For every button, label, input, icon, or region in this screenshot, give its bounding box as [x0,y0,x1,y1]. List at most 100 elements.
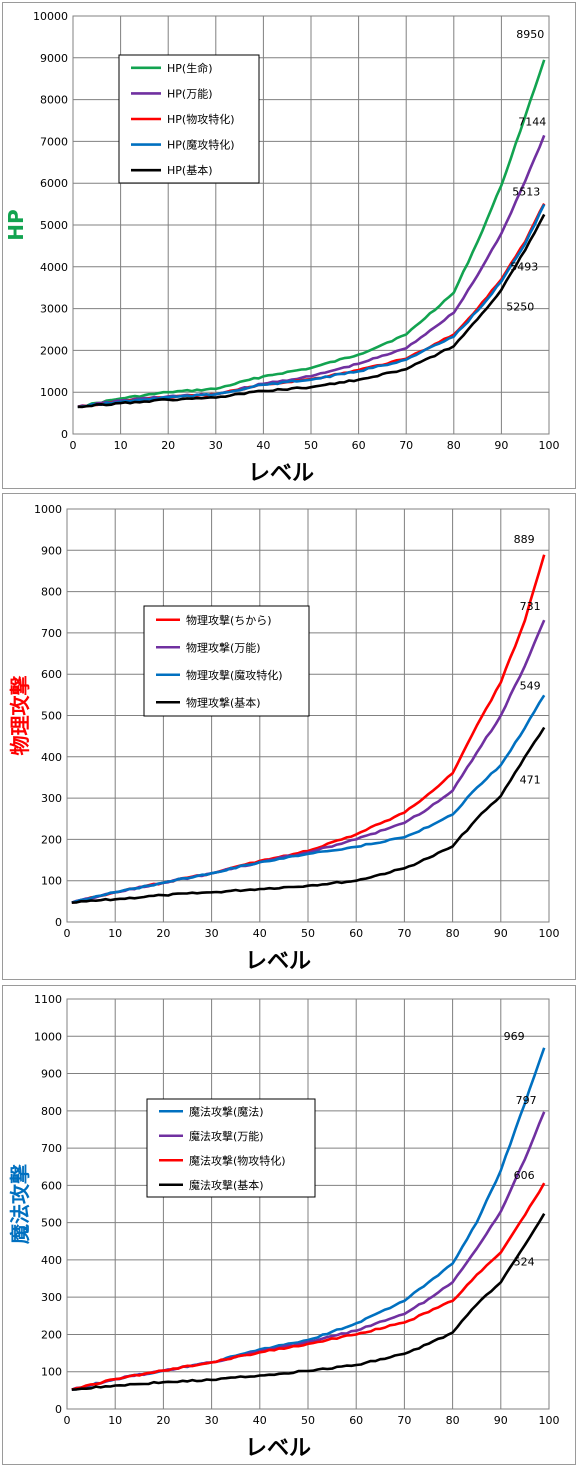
physical-attack-chart-panel: 0 10 20 30 40 50 60 70 80 90 100 0 100 200 300 400 500 60… [2,493,576,980]
x-tick-label: 90 [494,927,508,940]
legend-label: HP(基本) [167,163,213,177]
x-tick-label: 20 [161,439,175,452]
x-tick-label: 70 [397,1414,411,1427]
series-end-label: 969 [504,1030,525,1043]
plot-area [72,15,550,435]
y-tick-label: 800 [41,586,62,599]
series-end-label: 606 [514,1169,535,1182]
y-tick-label: 0 [55,916,62,929]
series-end-label: 731 [520,600,541,613]
series-line [71,694,546,904]
y-tick-label: 5000 [40,219,68,232]
y-tick-label: 0 [55,1403,62,1416]
x-tick-label: 50 [301,1414,315,1427]
y-tick-label: 4000 [40,261,68,274]
series-line [77,59,546,409]
y-tick-label: 3000 [40,303,68,316]
y-tick-label: 900 [41,1068,62,1081]
legend-label: HP(万能) [167,86,213,100]
y-axis-label: HP [4,209,28,240]
y-tick-label: 700 [41,627,62,640]
y-axis-label: 魔法攻撃 [8,1164,32,1244]
x-tick-label: 100 [539,927,560,940]
y-tick-label: 600 [41,1179,62,1192]
x-tick-label: 0 [70,439,77,452]
y-axis-label: 物理攻撃 [8,676,32,756]
y-tick-label: 500 [41,1217,62,1230]
x-tick-label: 60 [349,927,363,940]
y-tick-label: 1000 [40,386,68,399]
series-end-label: 889 [514,533,535,546]
x-tick-label: 0 [64,927,71,940]
y-tick-label: 7000 [40,135,68,148]
x-axis-label: レベル [245,1436,311,1461]
x-tick-label: 100 [539,439,560,452]
x-tick-label: 10 [114,439,128,452]
series-end-label: 7144 [518,115,546,128]
x-tick-label: 100 [539,1414,560,1427]
x-tick-label: 80 [447,439,461,452]
y-tick-label: 300 [41,792,62,805]
y-tick-label: 200 [41,833,62,846]
legend-box [146,1098,316,1198]
x-tick-label: 40 [253,927,267,940]
x-tick-label: 30 [205,927,219,940]
series-end-label: 549 [520,679,541,692]
x-tick-label: 90 [494,439,508,452]
x-tick-label: 10 [108,1414,122,1427]
physical-attack-chart: 0 10 20 30 40 50 60 70 80 90 100010020030040050060… [8,503,560,974]
y-tick-label: 1000 [34,503,62,516]
legend-label: HP(物攻特化) [167,112,235,126]
y-tick-label: 1000 [34,1030,62,1043]
y-tick-label: 6000 [40,177,68,190]
y-tick-label: 300 [41,1291,62,1304]
y-tick-label: 8000 [40,94,68,107]
x-tick-label: 30 [205,1414,219,1427]
y-tick-label: 9000 [40,52,68,65]
x-tick-label: 70 [397,927,411,940]
x-tick-label: 60 [349,1414,363,1427]
legend-label: 魔法攻撃(万能) [189,1129,264,1143]
legend-label: HP(魔攻特化) [167,138,235,152]
y-tick-label: 500 [41,710,62,723]
plot-area [66,508,550,923]
hp-chart-panel: 0 10 20 30 40 50 60 70 80 90 100 0 1000 2000 3000 4000 5… [2,2,576,489]
x-tick-label: 80 [446,1414,460,1427]
y-tick-label: 10000 [33,10,68,23]
y-tick-label: 100 [41,875,62,888]
x-tick-label: 50 [304,439,318,452]
legend-label: HP(生命) [167,61,213,75]
y-tick-label: 800 [41,1105,62,1118]
x-tick-label: 10 [108,927,122,940]
legend-label: 魔法攻撃(魔法) [189,1104,264,1118]
legend-label: 物理攻撃(ちから) [186,613,272,627]
x-tick-label: 20 [156,1414,170,1427]
x-tick-label: 60 [352,439,366,452]
legend-box [143,605,310,717]
series-line [71,1213,546,1391]
y-tick-label: 100 [41,1366,62,1379]
magic-attack-chart-panel: 0 10 20 30 40 50 60 70 80 90 100 0 100 200 300 400 500 60… [2,985,576,1465]
legend-label: 物理攻撃(魔攻特化) [186,668,283,682]
series-end-label: 5250 [506,301,534,314]
x-axis-label: レベル [248,461,314,486]
series-line [77,203,546,409]
x-axis-label: レベル [245,949,311,974]
x-tick-label: 70 [399,439,413,452]
x-tick-label: 40 [256,439,270,452]
x-tick-label: 40 [253,1414,267,1427]
series-line [77,213,546,409]
hp-chart: 0 10 20 30 40 50 60 70 80 90 100010002000300040005… [4,10,560,486]
legend-label: 物理攻撃(万能) [186,640,261,654]
y-tick-label: 700 [41,1142,62,1155]
series-line [71,726,546,904]
y-tick-label: 0 [61,428,68,441]
y-tick-label: 400 [41,1254,62,1267]
x-tick-label: 50 [301,927,315,940]
x-tick-label: 0 [64,1414,71,1427]
y-tick-label: 400 [41,751,62,764]
y-tick-label: 900 [41,544,62,557]
series-line [71,1182,546,1391]
y-tick-label: 2000 [40,344,68,357]
magic-attack-chart: 0 10 20 30 40 50 60 70 80 90 100010020030040050060… [8,993,560,1461]
